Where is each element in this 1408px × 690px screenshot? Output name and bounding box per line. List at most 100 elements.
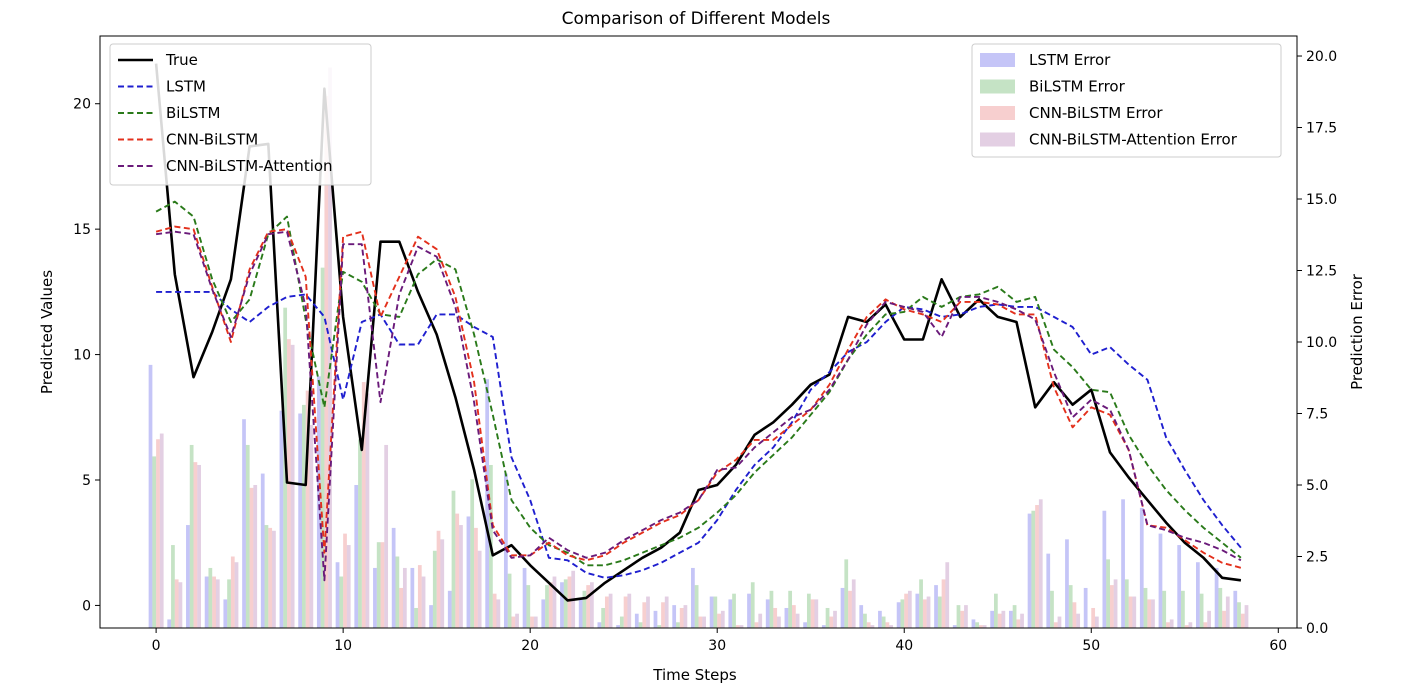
error-bar-bilstm-error	[451, 490, 456, 628]
error-bar-bilstm-error	[470, 479, 475, 628]
error-bar-cnn-bilstm-error	[530, 616, 534, 628]
error-bar-lstm-error	[691, 567, 695, 628]
error-bar-lstm-error	[560, 582, 564, 628]
series-line-lstm	[156, 290, 1242, 579]
error-bar-bilstm-error	[301, 404, 306, 628]
error-bar-cnn-bilstm-error	[1053, 622, 1058, 628]
error-bar-cnn-bilstm-attention-error	[234, 562, 239, 628]
error-bar-cnn-bilstm-error	[941, 579, 946, 628]
error-bar-cnn-bilstm-attention-error	[1244, 605, 1249, 628]
error-bar-lstm-error	[672, 605, 677, 628]
error-bar-lstm-error	[167, 619, 172, 628]
error-bar-lstm-error	[186, 525, 190, 628]
error-bar-lstm-error	[578, 599, 583, 628]
error-bar-cnn-bilstm-attention-error	[683, 605, 688, 628]
error-bar-bilstm-error	[750, 582, 755, 628]
y-tick-label: 0	[82, 598, 91, 614]
error-bar-cnn-bilstm-error	[343, 533, 347, 628]
error-bar-cnn-bilstm-attention-error	[1188, 622, 1193, 628]
error-bar-lstm-error	[1233, 590, 1238, 628]
error-bar-bilstm-error	[245, 444, 250, 628]
error-bar-cnn-bilstm-attention-error	[178, 582, 183, 628]
error-bar-cnn-bilstm-attention-error	[253, 485, 258, 628]
error-bar-bilstm-error	[881, 616, 886, 628]
error-bar-bilstm-error	[358, 439, 362, 628]
error-bar-cnn-bilstm-attention-error	[720, 610, 725, 628]
error-bar-cnn-bilstm-attention-error	[421, 576, 426, 628]
x-tick-label: 20	[521, 638, 539, 654]
error-bar-bilstm-error	[227, 579, 231, 628]
error-bar-cnn-bilstm-error	[399, 587, 403, 628]
error-bar-lstm-error	[447, 590, 452, 628]
error-bar-cnn-bilstm-error	[492, 593, 497, 628]
error-bar-cnn-bilstm-attention-error	[907, 590, 912, 628]
error-bar-bilstm-error	[994, 593, 998, 628]
y2-tick-label: 15.0	[1306, 192, 1337, 208]
error-bar-cnn-bilstm-error	[324, 96, 329, 628]
error-bar-cnn-bilstm-attention-error	[870, 625, 875, 628]
error-bar-lstm-error	[541, 599, 546, 628]
error-bar-cnn-bilstm-attention-error	[365, 393, 370, 628]
error-bar-cnn-bilstm-error	[717, 613, 721, 628]
error-bar-cnn-bilstm-attention-error	[608, 593, 613, 628]
lines-group	[154, 63, 1242, 602]
error-bar-cnn-bilstm-attention-error	[1020, 613, 1024, 628]
error-bar-lstm-error	[915, 593, 920, 628]
error-bar-cnn-bilstm-error	[679, 607, 684, 628]
error-bar-cnn-bilstm-attention-error	[290, 344, 295, 628]
error-bar-cnn-bilstm-attention-error	[159, 433, 164, 628]
error-bar-bilstm-error	[208, 567, 213, 628]
plot-frame	[99, 35, 1298, 629]
error-bar-cnn-bilstm-attention-error	[1132, 596, 1137, 628]
error-bar-bilstm-error	[1162, 590, 1167, 628]
x-tick-label: 0	[152, 638, 161, 654]
error-bar-cnn-bilstm-attention-error	[459, 525, 463, 628]
error-bar-lstm-error	[597, 622, 602, 628]
error-bar-cnn-bilstm-attention-error	[777, 616, 781, 628]
error-bar-cnn-bilstm-attention-error	[402, 567, 407, 628]
error-bar-bilstm-error	[1199, 593, 1204, 628]
y-axis-label: Predicted Values	[38, 270, 56, 394]
chart-title: Comparison of Different Models	[562, 9, 831, 29]
error-bar-lstm-error	[1083, 587, 1088, 628]
error-bar-cnn-bilstm-error	[1109, 585, 1114, 628]
error-bar-lstm-error	[821, 625, 826, 628]
error-bar-cnn-bilstm-error	[866, 622, 871, 628]
error-bar-cnn-bilstm-attention-error	[739, 625, 744, 628]
error-bar-lstm-error	[634, 613, 639, 628]
y-tick-label: 15	[73, 222, 91, 238]
x-tick-label: 30	[708, 638, 726, 654]
error-bar-cnn-bilstm-attention-error	[889, 625, 894, 628]
error-bar-bilstm-error	[507, 573, 512, 628]
error-bar-bilstm-error	[732, 593, 736, 628]
y-tick-label: 5	[82, 473, 91, 489]
error-bar-lstm-error	[653, 610, 658, 628]
error-bar-bilstm-error	[676, 622, 680, 628]
error-bar-bilstm-error	[545, 585, 549, 628]
y2-tick-label: 20.0	[1306, 49, 1337, 65]
error-bar-lstm-error	[709, 596, 714, 628]
error-bar-cnn-bilstm-attention-error	[945, 562, 950, 628]
error-bar-lstm-error	[1158, 533, 1163, 628]
error-bar-cnn-bilstm-error	[960, 610, 965, 628]
error-bar-bilstm-error	[975, 622, 980, 628]
error-bar-lstm-error	[784, 607, 789, 628]
y2-tick-label: 2.5	[1306, 550, 1328, 566]
error-bar-cnn-bilstm-error	[1203, 622, 1208, 628]
error-bar-cnn-bilstm-error	[249, 487, 254, 628]
error-bar-lstm-error	[765, 599, 770, 628]
error-bar-bilstm-error	[769, 590, 774, 628]
error-bar-bilstm-error	[601, 607, 605, 628]
error-bar-lstm-error	[242, 419, 246, 628]
legend-lines-box	[109, 43, 372, 186]
legend-bars: LSTM Error BiLSTM Error CNN-BiLSTM Error CN…	[971, 43, 1282, 158]
error-bar-cnn-bilstm-error	[174, 579, 179, 628]
error-bar-cnn-bilstm-attention-error	[1001, 610, 1006, 628]
error-bar-cnn-bilstm-attention-error	[646, 596, 650, 628]
error-bar-lstm-error	[840, 587, 845, 628]
error-bar-lstm-error	[728, 599, 733, 628]
error-bar-cnn-bilstm-attention-error	[1057, 616, 1062, 628]
error-bar-bilstm-error	[1068, 585, 1073, 628]
error-bar-bilstm-error	[171, 545, 175, 628]
